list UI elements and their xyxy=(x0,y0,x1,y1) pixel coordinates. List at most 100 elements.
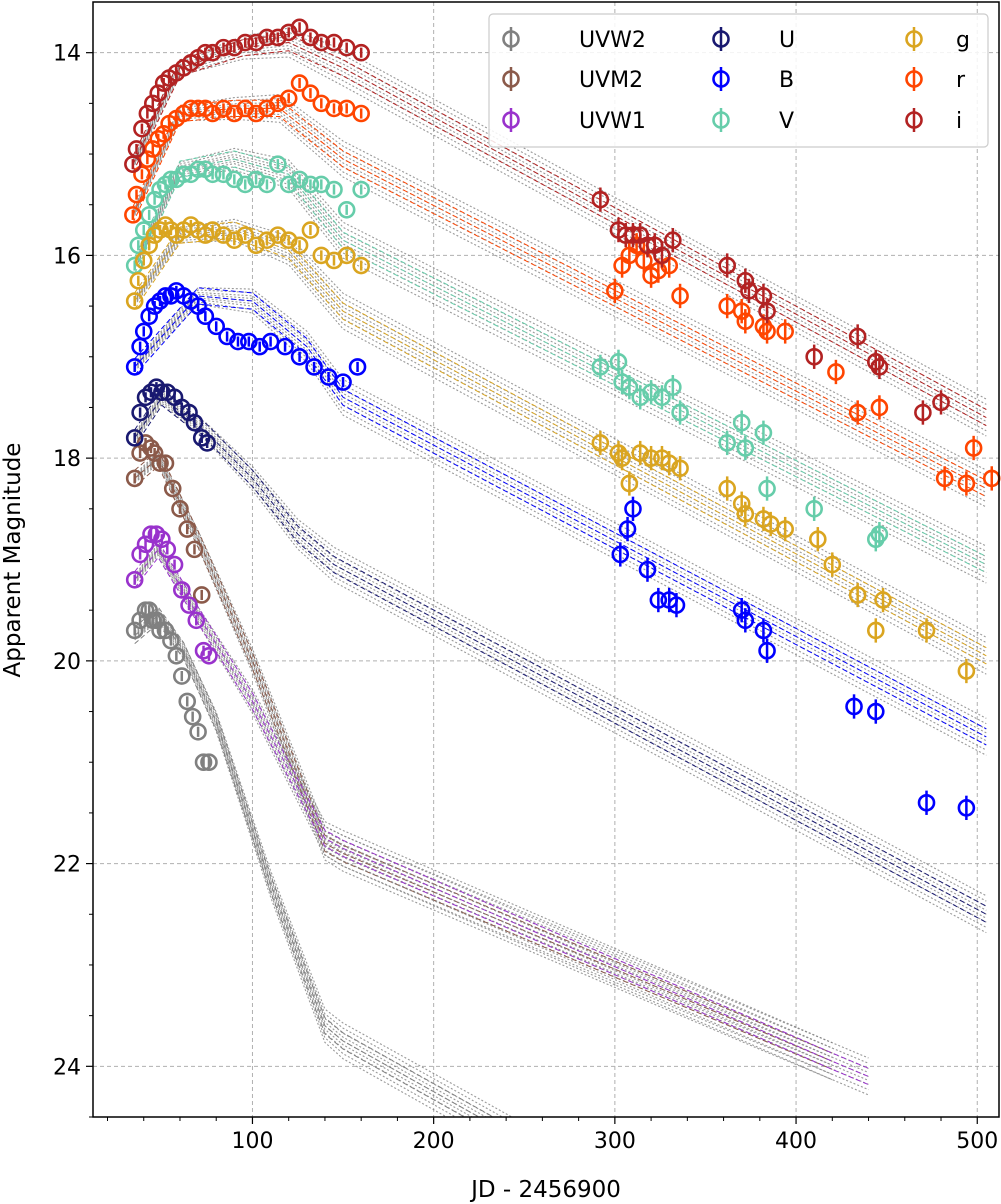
marker xyxy=(158,540,177,559)
legend-label: i xyxy=(956,109,962,134)
model-curve-colored-r xyxy=(132,99,987,481)
model-curve-UVW1 xyxy=(134,549,869,1081)
data-point-B xyxy=(229,332,247,351)
legend-box xyxy=(488,13,989,148)
marker xyxy=(247,33,265,52)
marker xyxy=(247,104,265,123)
marker xyxy=(591,190,610,209)
marker xyxy=(664,378,682,396)
data-point-V xyxy=(653,385,671,410)
marker xyxy=(134,322,153,341)
model-curve-colored-UVM2 xyxy=(134,465,833,1070)
data-point-r xyxy=(627,233,646,258)
data-point-r xyxy=(325,99,343,118)
model-curve-colored-i xyxy=(132,50,987,427)
data-point-UVW1 xyxy=(172,581,191,599)
data-point-V xyxy=(736,435,755,461)
data-point-g xyxy=(736,501,755,527)
legend-marker xyxy=(502,70,520,88)
marker xyxy=(124,206,142,224)
legend-entry-UVW2: UVW2 xyxy=(502,27,646,53)
data-point-i xyxy=(279,23,298,42)
data-point-i xyxy=(214,38,233,57)
marker xyxy=(736,611,755,630)
model-curve-B xyxy=(134,289,987,725)
marker xyxy=(156,175,175,194)
marker xyxy=(134,251,153,270)
model-curve-r xyxy=(132,118,987,508)
marker xyxy=(236,99,255,118)
marker xyxy=(136,434,155,452)
marker xyxy=(187,611,206,630)
data-point-g xyxy=(301,221,320,239)
data-point-UVW2 xyxy=(167,646,186,665)
model-curve-V xyxy=(134,163,987,573)
data-point-UVW1 xyxy=(158,540,177,559)
legend-label: UVW1 xyxy=(579,109,646,134)
marker xyxy=(352,180,370,199)
legend-marker xyxy=(712,30,730,48)
data-point-V xyxy=(129,236,148,255)
data-point-r xyxy=(606,278,624,304)
axis-ticks: 100 200 300 400 500 14 16 18 20 22 24 xyxy=(53,42,998,1154)
model-curve-g xyxy=(134,240,987,675)
marker xyxy=(870,525,889,543)
marker xyxy=(125,469,144,488)
marker xyxy=(151,621,169,640)
model-curve-colored-UVW1 xyxy=(134,540,869,1069)
marker xyxy=(200,646,218,665)
data-point-i xyxy=(664,228,682,253)
marker xyxy=(334,373,352,391)
marker xyxy=(145,226,164,244)
data-point-UVW2 xyxy=(189,723,207,741)
model-curve-B xyxy=(134,301,987,751)
data-point-B xyxy=(240,332,258,351)
model-curve-B xyxy=(134,303,987,756)
marker xyxy=(718,256,737,275)
marker xyxy=(758,302,776,320)
marker xyxy=(805,500,823,518)
marker xyxy=(845,697,863,716)
data-point-r xyxy=(279,89,298,108)
data-point-B xyxy=(207,317,226,336)
model-curve-UVM2 xyxy=(134,451,833,1044)
marker xyxy=(240,332,258,351)
model-curve-UVW2 xyxy=(134,610,504,1117)
data-point-g xyxy=(236,226,255,244)
marker xyxy=(758,322,776,341)
marker xyxy=(754,423,773,442)
data-point-i xyxy=(269,28,287,47)
data-point-UVW2 xyxy=(178,692,197,711)
data-point-g xyxy=(808,527,827,552)
model-curve-colored-UVM2 xyxy=(134,449,833,1054)
marker xyxy=(142,383,160,402)
legend-marker xyxy=(905,111,923,129)
data-point-r xyxy=(671,283,689,309)
marker xyxy=(154,124,173,143)
data-point-B xyxy=(334,373,352,391)
marker xyxy=(301,221,320,239)
marker xyxy=(180,403,198,422)
legend-marker xyxy=(905,70,923,88)
marker xyxy=(935,469,954,488)
marker xyxy=(171,500,189,518)
data-point-V xyxy=(236,175,255,194)
marker xyxy=(203,104,222,123)
marker xyxy=(172,581,191,599)
data-point-B xyxy=(845,694,863,719)
data-point-g xyxy=(718,476,737,501)
marker xyxy=(732,302,751,320)
data-point-UVM2 xyxy=(178,520,197,538)
model-curve-U xyxy=(134,402,987,934)
marker xyxy=(758,479,776,498)
model-curve-V xyxy=(134,147,987,547)
data-point-r xyxy=(301,84,320,103)
marker xyxy=(194,641,213,660)
model-curve-UVW2 xyxy=(134,611,495,1117)
data-point-B xyxy=(736,608,755,633)
data-point-V xyxy=(754,420,773,445)
marker xyxy=(653,388,671,407)
marker xyxy=(151,292,169,310)
marker xyxy=(606,282,624,300)
